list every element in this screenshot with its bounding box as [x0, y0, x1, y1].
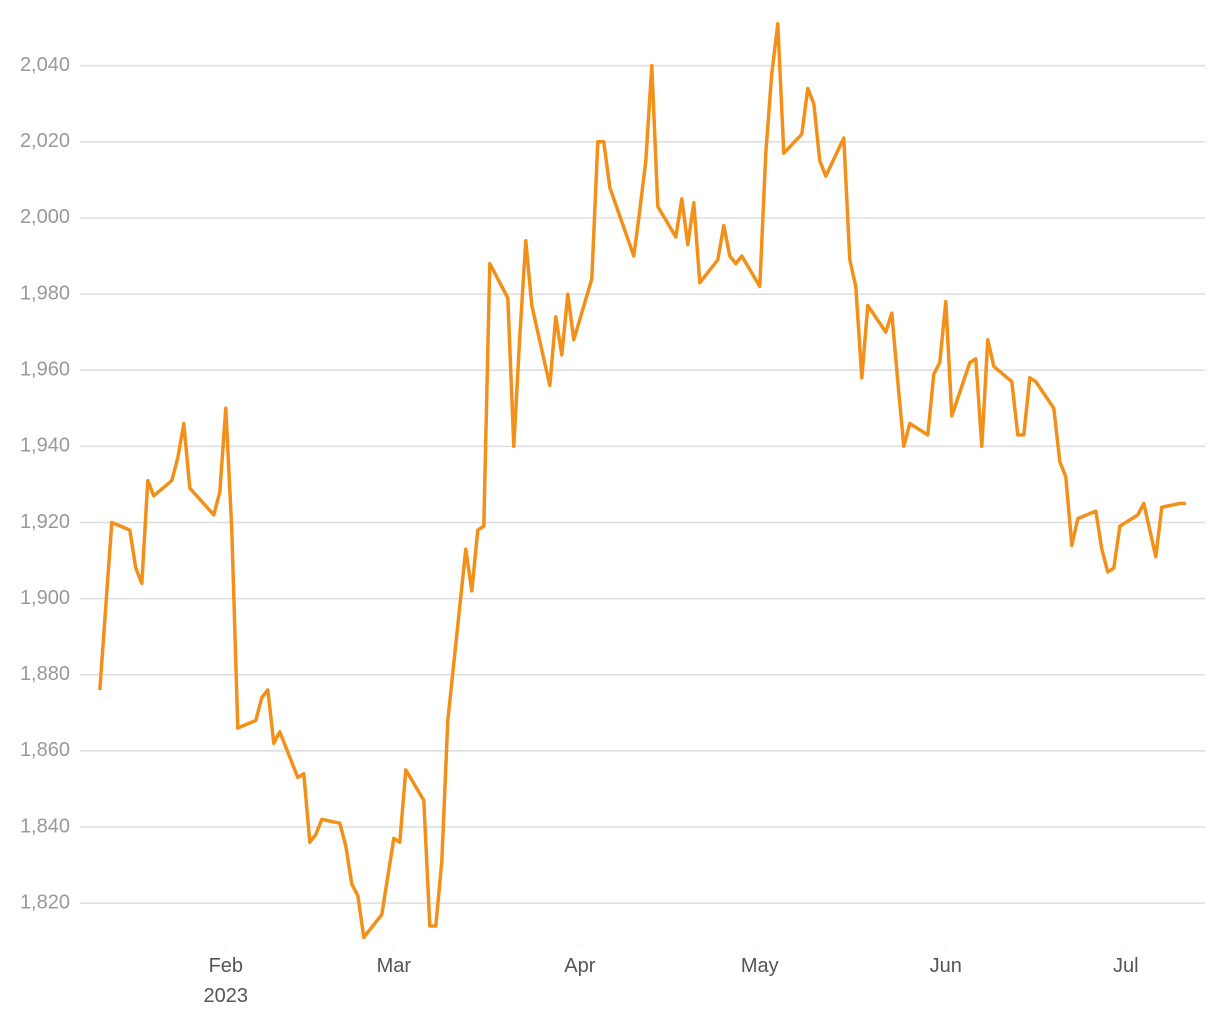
x-tick-label: May [740, 955, 779, 977]
y-tick-label: 2,020 [20, 130, 70, 152]
y-tick-label: 1,980 [20, 282, 70, 304]
y-tick-label: 2,000 [20, 206, 70, 228]
line [98, 22, 1186, 940]
y-tick-label: 1,940 [20, 435, 70, 457]
y-tick-label: 1,820 [20, 891, 70, 913]
y-tick-label: 1,960 [20, 358, 70, 380]
y-tick-label: 1,840 [20, 815, 70, 837]
y-tick-label: 1,860 [20, 739, 70, 761]
y-tick-label: 1,900 [20, 587, 70, 609]
x-tick-label: Apr [564, 955, 596, 977]
x-tick-label: Jun [929, 955, 962, 977]
x-tick-label: Jul [1113, 955, 1139, 977]
x-tick-label: Feb 2023 [203, 955, 249, 1007]
y-tick-label: 2,040 [20, 54, 70, 76]
x-tick-label: Mar [376, 955, 412, 977]
y-tick-label: 1,880 [20, 663, 70, 685]
y-tick-label: 1,920 [20, 511, 70, 533]
